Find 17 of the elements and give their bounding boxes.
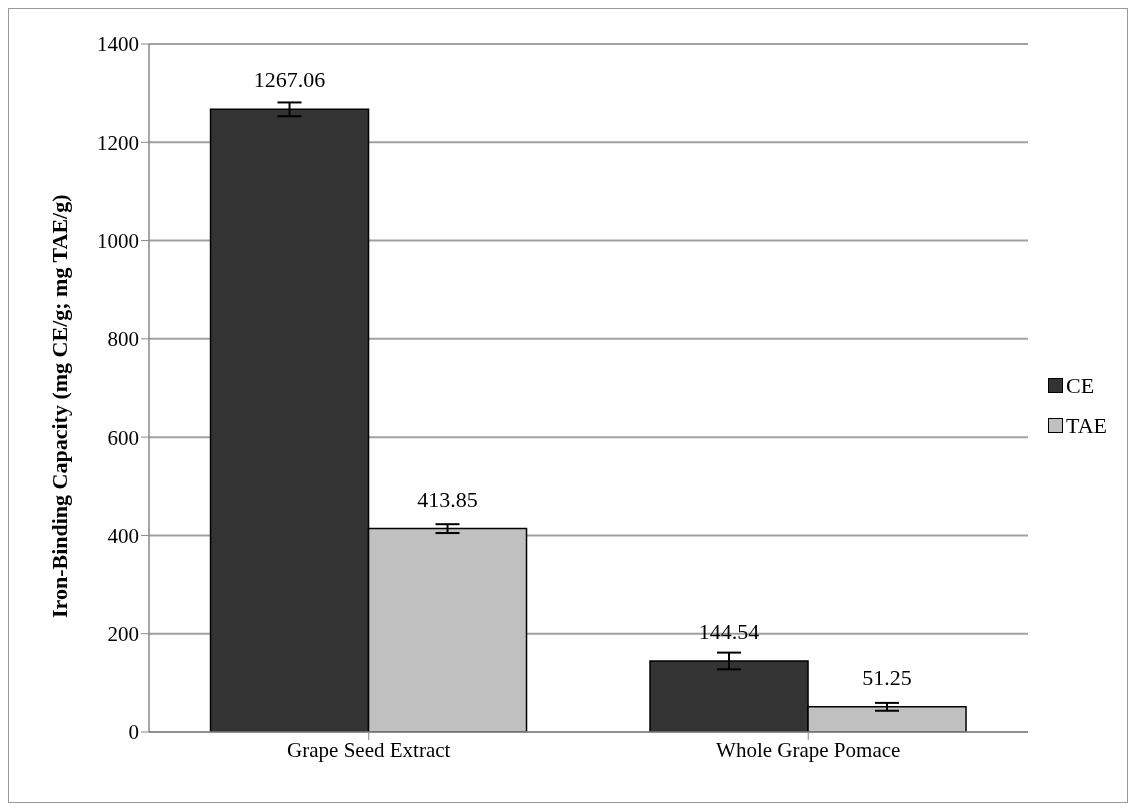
y-tick-label: 800 — [107, 327, 139, 352]
y-tick-label: 400 — [107, 523, 139, 548]
y-axis-title: Iron-Binding Capacity (mg CE/g; mg TAE/g) — [46, 194, 72, 618]
legend-label: TAE — [1065, 412, 1107, 439]
data-label: 413.85 — [417, 486, 478, 512]
data-label: 51.25 — [862, 664, 912, 690]
y-tick-label: 1000 — [97, 229, 139, 254]
data-label: 144.54 — [698, 618, 760, 644]
x-tick-label: Grape Seed Extract — [287, 737, 451, 762]
y-tick-label: 1200 — [97, 130, 139, 155]
y-tick-label: 1400 — [97, 32, 139, 57]
y-tick-label: 200 — [107, 622, 139, 647]
x-tick-label: Whole Grape Pomace — [716, 737, 901, 762]
y-tick-label: 0 — [128, 720, 139, 745]
data-label: 1267.06 — [253, 67, 326, 93]
y-tick-label: 600 — [107, 425, 139, 450]
legend-label: CE — [1065, 372, 1095, 399]
